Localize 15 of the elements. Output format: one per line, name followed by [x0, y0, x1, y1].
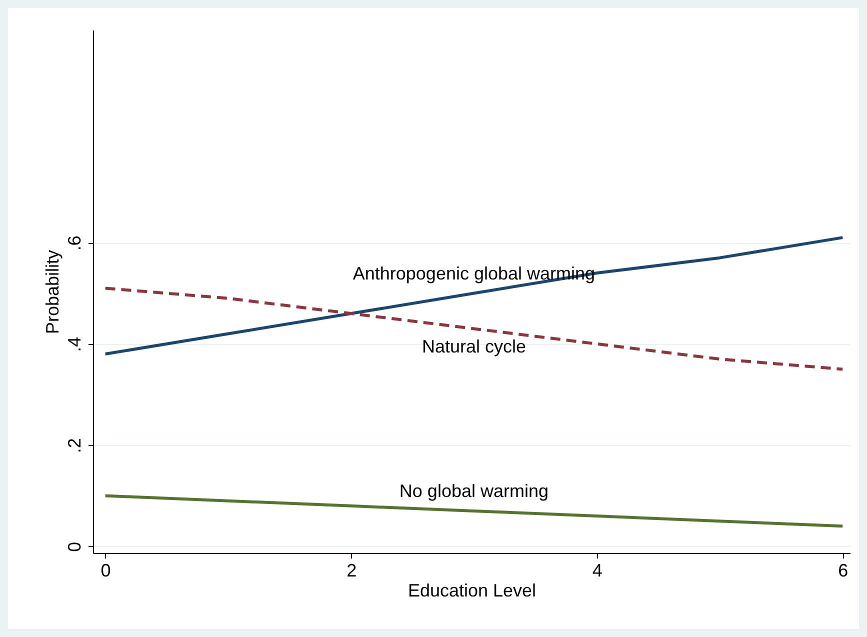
- x-tick-label: 2: [346, 560, 357, 580]
- series-label: Natural cycle: [422, 336, 526, 357]
- y-tick-label: .6: [64, 236, 84, 251]
- x-tick-label: 0: [100, 560, 111, 580]
- line-series: [104, 236, 844, 356]
- x-axis-title: Education Level: [408, 580, 536, 600]
- x-tick-label: 4: [592, 560, 602, 580]
- y-tick-label: 0: [64, 542, 84, 552]
- x-tick-label: 6: [838, 560, 848, 580]
- y-axis-title: Probability: [42, 250, 62, 334]
- line-series: [104, 286, 844, 371]
- y-tick-label: .2: [64, 438, 84, 454]
- series-label: No global warming: [399, 480, 548, 501]
- y-tick-label: .4: [64, 336, 84, 352]
- series-label: Anthropogenic global warming: [352, 263, 596, 284]
